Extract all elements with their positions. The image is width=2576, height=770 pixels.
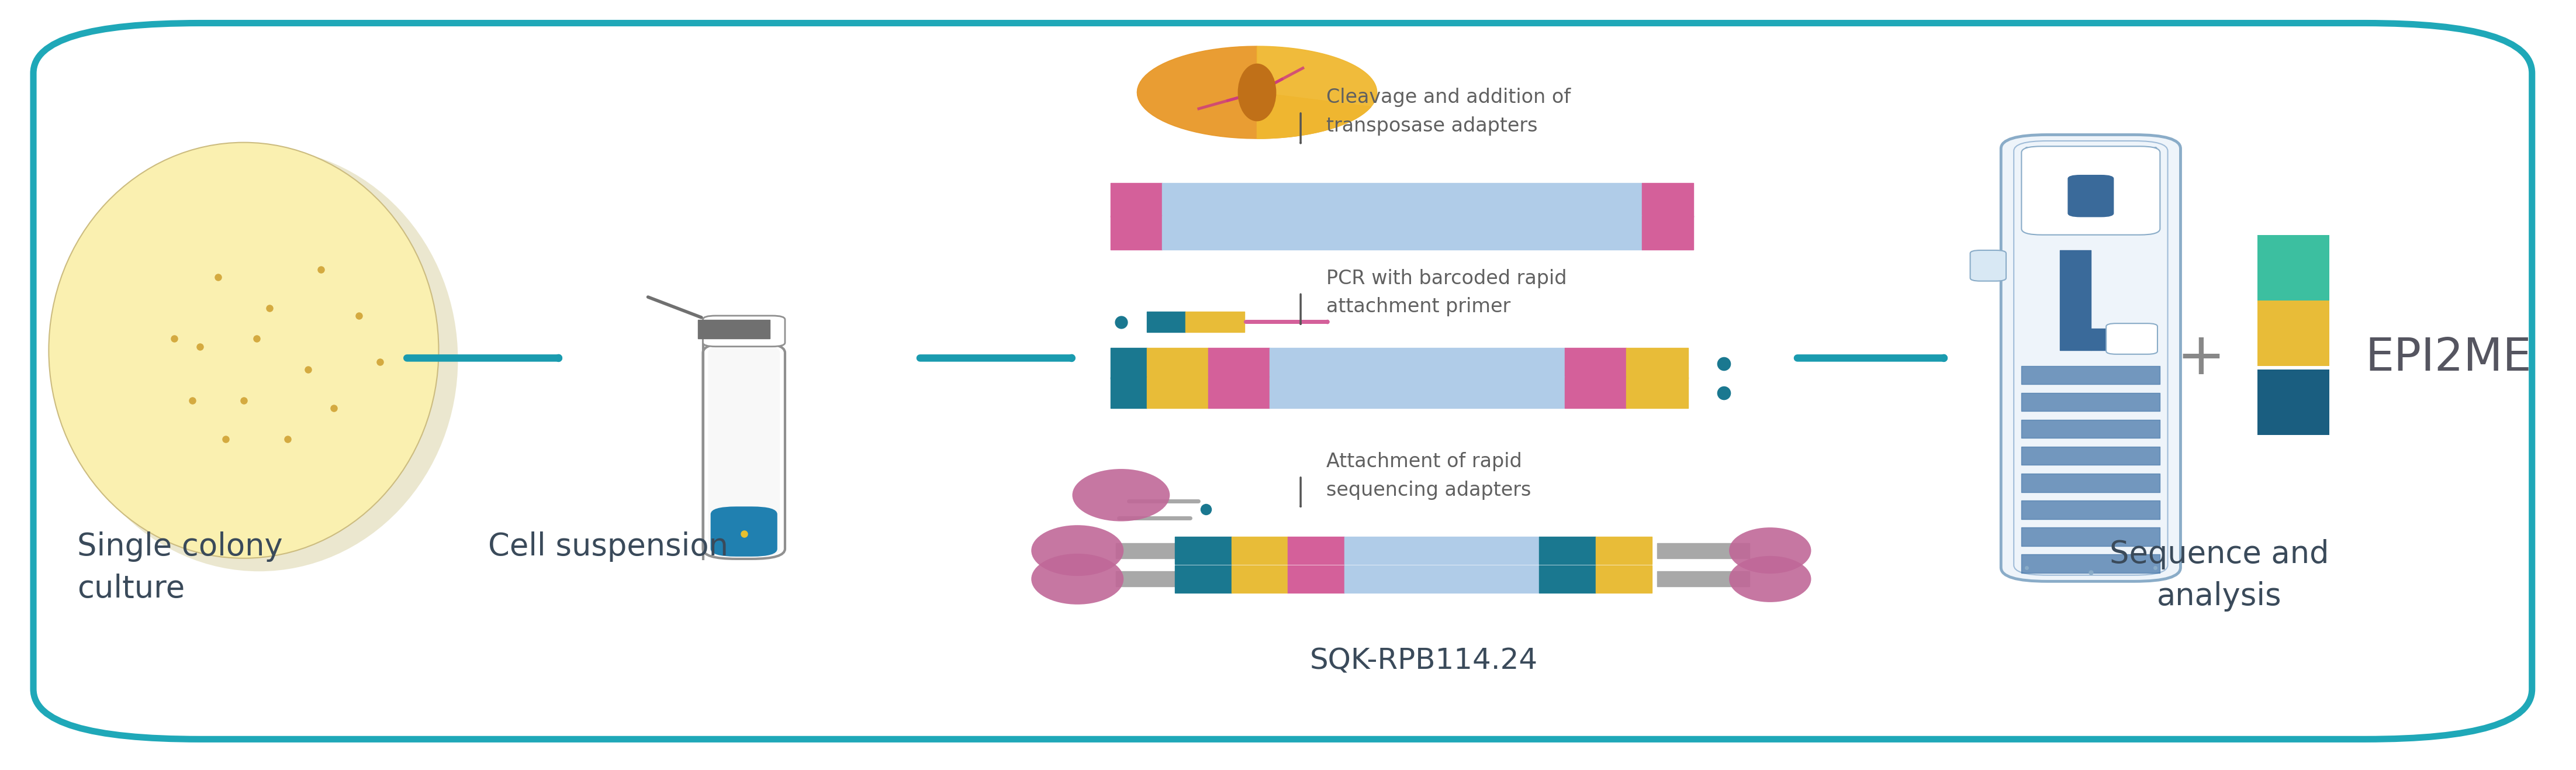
- FancyBboxPatch shape: [2002, 135, 2179, 581]
- Ellipse shape: [1030, 554, 1123, 604]
- Text: Single colony
culture: Single colony culture: [77, 531, 283, 604]
- Text: +: +: [2177, 330, 2226, 387]
- FancyBboxPatch shape: [703, 316, 786, 346]
- Ellipse shape: [1728, 527, 1811, 574]
- Ellipse shape: [59, 148, 459, 571]
- Ellipse shape: [1728, 556, 1811, 602]
- FancyBboxPatch shape: [33, 23, 2532, 739]
- Bar: [2257, 235, 2329, 300]
- Ellipse shape: [1030, 525, 1123, 576]
- Ellipse shape: [1072, 469, 1170, 521]
- FancyBboxPatch shape: [2107, 323, 2159, 354]
- Text: Cleavage and addition of
transposase adapters: Cleavage and addition of transposase ada…: [1327, 88, 1571, 136]
- Polygon shape: [1257, 46, 1378, 139]
- Bar: [2257, 300, 2329, 366]
- Text: EPI2ME: EPI2ME: [2365, 336, 2532, 380]
- Text: Attachment of rapid
sequencing adapters: Attachment of rapid sequencing adapters: [1327, 452, 1530, 500]
- Ellipse shape: [49, 142, 438, 558]
- Ellipse shape: [1239, 64, 1275, 122]
- FancyBboxPatch shape: [703, 343, 786, 559]
- Polygon shape: [1136, 46, 1370, 139]
- Bar: [2257, 370, 2329, 435]
- Polygon shape: [698, 320, 770, 339]
- Text: SQK-RPB114.24: SQK-RPB114.24: [1309, 647, 1538, 675]
- Text: Cell suspension: Cell suspension: [487, 531, 729, 561]
- FancyBboxPatch shape: [2022, 146, 2161, 235]
- Text: Sequence and
analysis: Sequence and analysis: [2110, 539, 2329, 612]
- Text: PCR with barcoded rapid
attachment primer: PCR with barcoded rapid attachment prime…: [1327, 269, 1566, 316]
- FancyBboxPatch shape: [1971, 250, 2007, 281]
- FancyBboxPatch shape: [711, 507, 778, 557]
- FancyBboxPatch shape: [708, 344, 781, 557]
- FancyBboxPatch shape: [2069, 175, 2115, 217]
